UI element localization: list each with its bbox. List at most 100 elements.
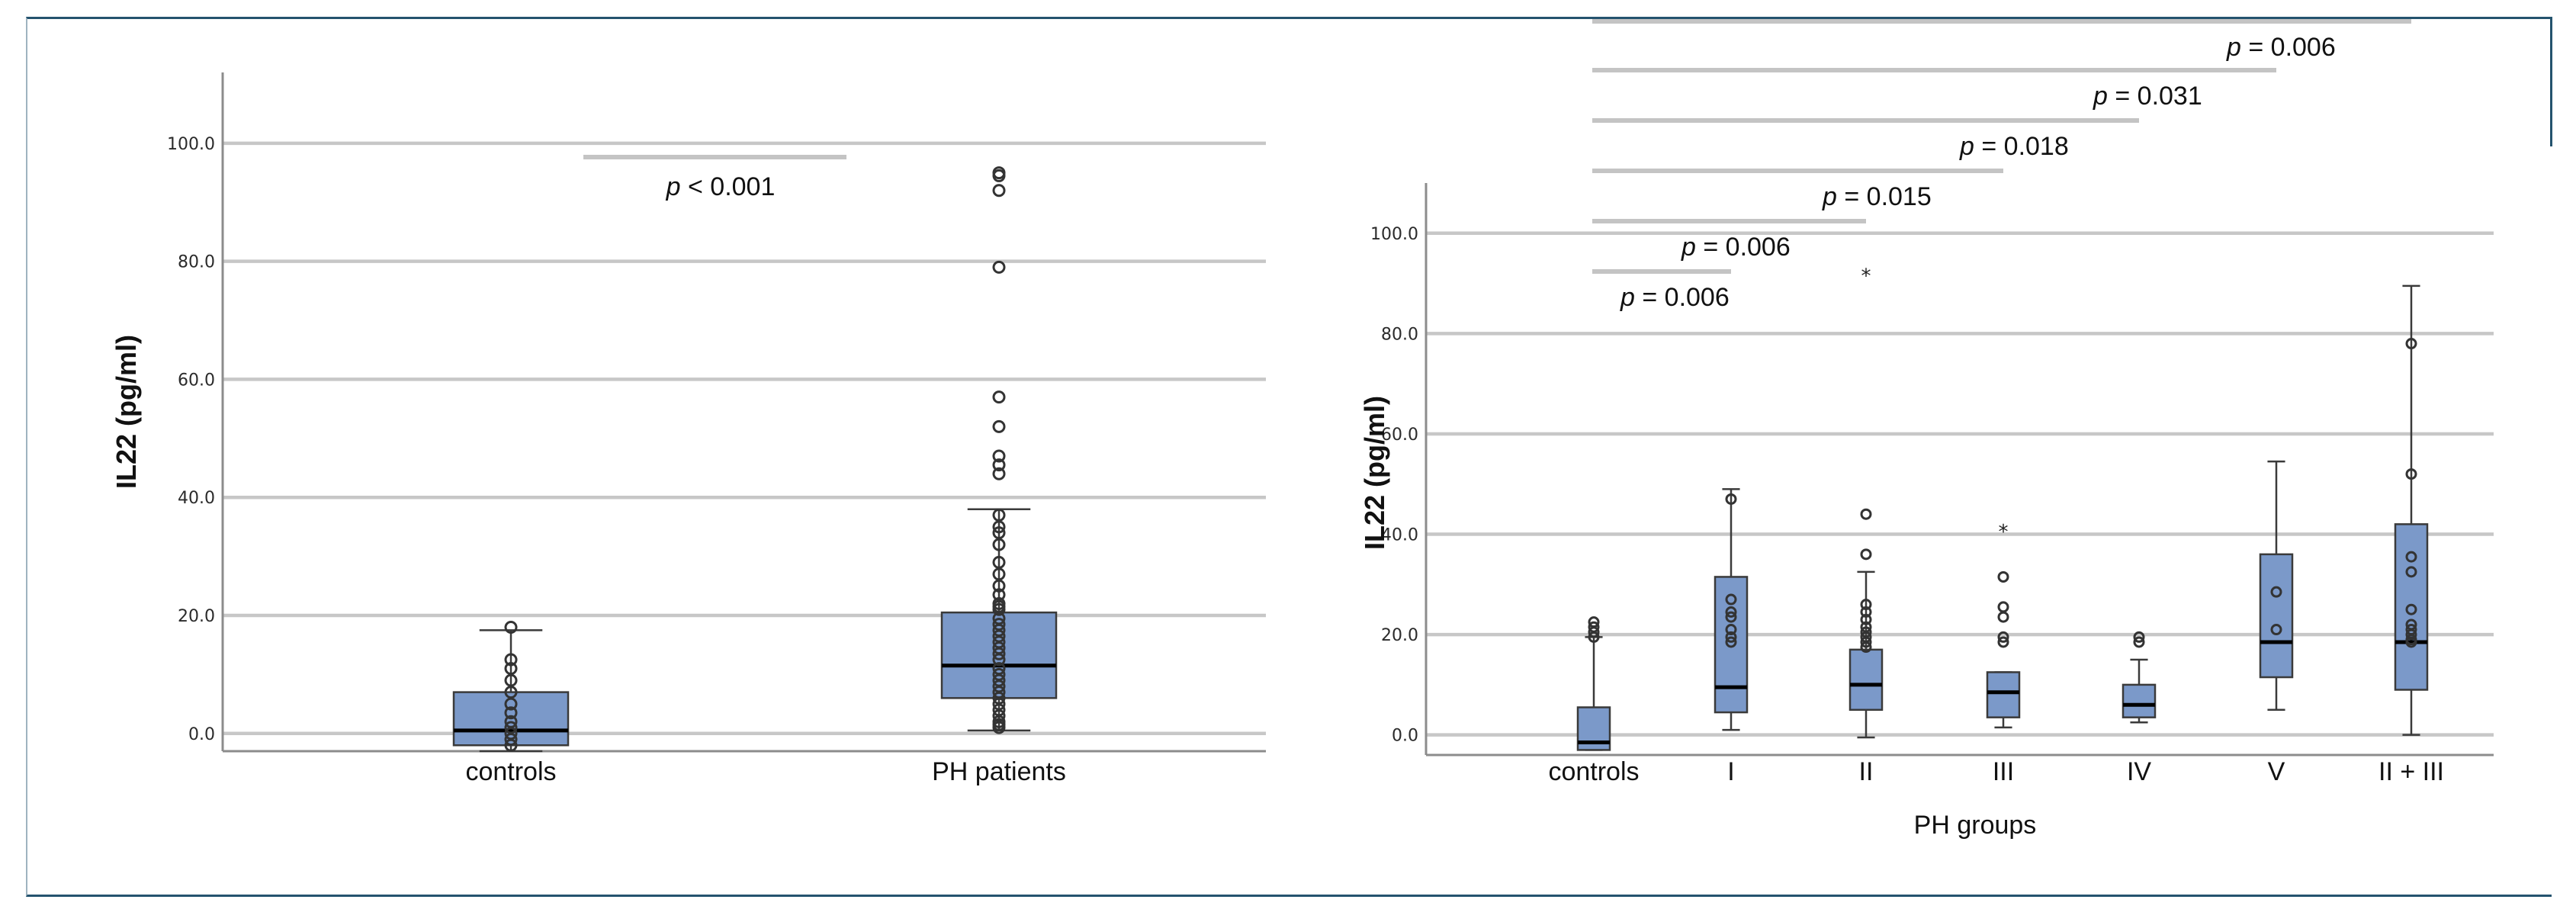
outlier-point: [1725, 631, 1737, 643]
x-tick-label: II: [1859, 757, 1874, 786]
y-tick-label: 80.0: [178, 253, 215, 272]
significance-annotation: p = 0.006: [1592, 219, 1866, 262]
outlier-point: [1997, 636, 2009, 648]
y-tick-label: 0.0: [188, 725, 215, 744]
outlier-point: [2133, 636, 2145, 648]
y-axis-label: IL22 (pg/ml): [111, 335, 142, 489]
outlier-point: [992, 419, 1006, 433]
y-tick-label: 100.0: [1370, 225, 1418, 244]
outlier-point: [2270, 586, 2282, 598]
outlier-point: [992, 579, 1006, 593]
boxplot-chart-1: 0.0 20.0 40.0 60.0 80.0 100.0 IL22 (pg/ml) cont…: [111, 72, 1266, 786]
outlier-point: [1725, 606, 1737, 618]
significance-annotation: p = 0.031: [1592, 68, 2276, 111]
outlier-point: [2405, 566, 2417, 578]
box-ii-iii: [2394, 284, 2429, 736]
iqr-box: [2122, 683, 2157, 718]
outlier-point: [1860, 641, 1872, 654]
outlier-point: [1997, 611, 2009, 623]
x-tick-label: controls: [465, 757, 556, 786]
y-tick-label: 0.0: [1392, 727, 1418, 746]
outlier-point: [992, 653, 1006, 667]
y-tick-label: 100.0: [167, 135, 215, 154]
outlier-point: [1997, 601, 2009, 613]
outlier-point: [1860, 613, 1872, 625]
p-value-label: p < 0.001: [666, 172, 776, 201]
outlier-point: [1997, 631, 2009, 643]
outlier-point: [2405, 603, 2417, 615]
outlier-point: [1860, 508, 1872, 520]
outlier-point: [2133, 631, 2145, 643]
boxplot-chart-2: 0.0 20.0 40.0 60.0 80.0 100.0 IL22 (pg/ml) PH g…: [1359, 19, 2494, 840]
outlier-point: [992, 647, 1006, 660]
x-tick-label: controls: [1548, 757, 1639, 786]
outlier-point: [992, 721, 1006, 734]
outlier-point: [992, 390, 1006, 404]
x-tick-label: III: [1993, 757, 2014, 786]
x-tick-label: II + III: [2378, 757, 2444, 786]
outlier-point: [1588, 626, 1600, 638]
significance-annotation: p < 0.001: [583, 155, 846, 201]
outlier-point: [992, 602, 1006, 616]
outlier-point: [992, 458, 1006, 472]
y-axis-label: IL22 (pg/ml): [1359, 396, 1390, 550]
outlier-point: [992, 538, 1006, 551]
y-tick-label: 40.0: [1381, 526, 1418, 545]
outlier-point: [992, 467, 1006, 480]
p-value-label: p = 0.018: [1959, 132, 2069, 161]
p-value-label: p = 0.006: [2226, 33, 2336, 62]
significance-annotation: p = 0.018: [1592, 118, 2139, 161]
outlier-point: [1725, 493, 1737, 505]
outlier-point: [992, 169, 1006, 182]
outlier-point: [504, 697, 518, 711]
p-value-label: p = 0.031: [2093, 82, 2202, 111]
x-tick-label: PH patients: [932, 757, 1066, 786]
box-ii: *: [1848, 265, 1884, 739]
figure-frame-edge: [2550, 17, 2552, 146]
outlier-point: [1860, 606, 1872, 618]
iqr-box: [2394, 523, 2429, 691]
outlier-point: [992, 184, 1006, 198]
box-v: [2259, 460, 2294, 712]
box-controls: [452, 620, 570, 753]
outlier-point: [2405, 551, 2417, 563]
iqr-box: [1986, 671, 2021, 718]
box-controls: [1576, 616, 1611, 751]
outlier-point: [1860, 636, 1872, 648]
outlier-point: [1588, 631, 1600, 643]
outlier-point: [504, 653, 518, 667]
extreme-point: *: [1999, 521, 2009, 544]
box-iii: *: [1986, 521, 2021, 729]
x-axis-label: PH groups: [1914, 811, 2037, 840]
outlier-point: [1725, 636, 1737, 648]
iqr-box: [1848, 648, 1884, 712]
significance-annotation: p = 0.015: [1592, 169, 2003, 211]
box-ph-patients: [940, 166, 1058, 734]
outlier-point: [992, 260, 1006, 274]
outlier-point: [1725, 611, 1737, 623]
outlier-point: [1997, 570, 2009, 583]
x-tick-label: V: [2268, 757, 2285, 786]
outlier-point: [504, 706, 518, 720]
box-iv: [2122, 631, 2157, 724]
p-value-label: p = 0.015: [1822, 182, 1932, 211]
significance-annotation: p = 0.006: [1592, 269, 1731, 312]
y-tick-label: 60.0: [178, 371, 215, 390]
extreme-point: *: [1861, 265, 1871, 288]
outlier-point: [1860, 599, 1872, 611]
p-value-label: p = 0.006: [1620, 283, 1730, 312]
box-i: [1714, 488, 1749, 731]
outlier-point: [992, 520, 1006, 534]
outlier-point: [1725, 624, 1737, 636]
p-value-label: p = 0.006: [1681, 233, 1791, 262]
outlier-point: [1725, 593, 1737, 606]
y-tick-label: 40.0: [178, 489, 215, 508]
significance-annotation: p = 0.006: [1592, 19, 2411, 62]
x-tick-label: I: [1727, 757, 1734, 786]
outlier-point: [2405, 468, 2417, 480]
y-tick-label: 80.0: [1381, 325, 1418, 344]
x-tick-label: IV: [2127, 757, 2151, 786]
outlier-point: [2270, 624, 2282, 636]
iqr-box: [1714, 576, 1749, 714]
